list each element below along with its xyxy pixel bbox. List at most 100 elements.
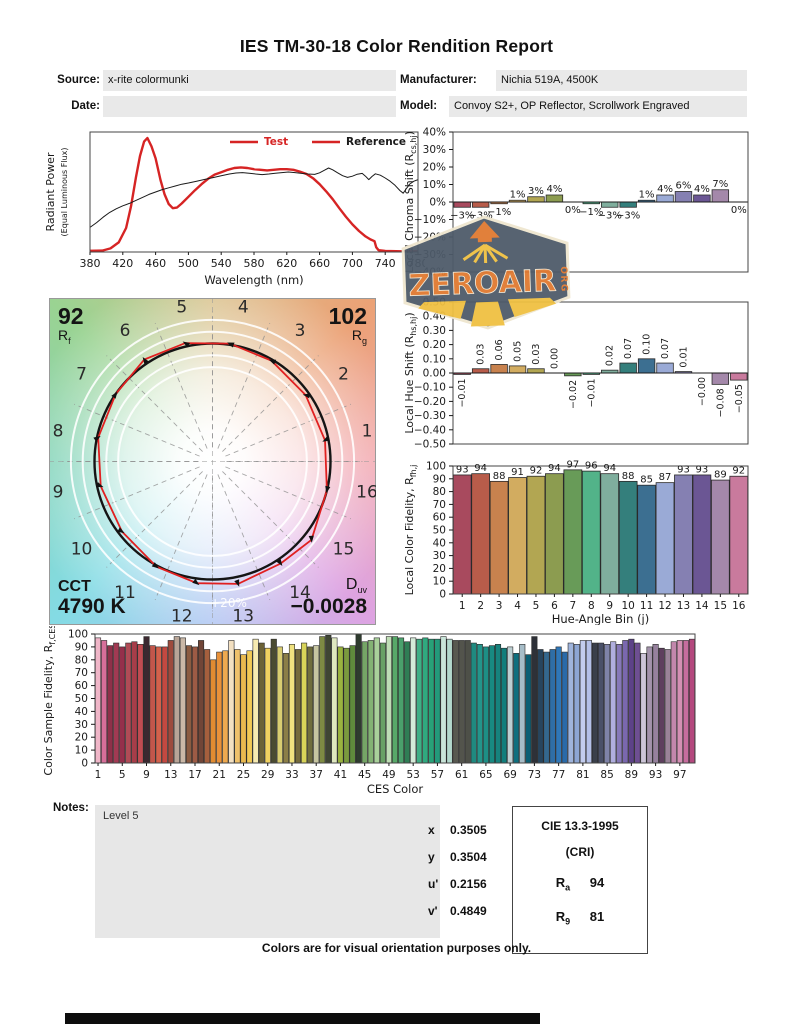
svg-text:0.20: 0.20 xyxy=(423,339,446,351)
svg-text:40: 40 xyxy=(433,537,446,549)
svg-text:40%: 40% xyxy=(423,127,446,139)
svg-text:50: 50 xyxy=(433,525,446,537)
chromaticity-row-u: u' 0.2156 xyxy=(428,877,487,891)
svg-text:60: 60 xyxy=(75,680,88,692)
svg-text:70: 70 xyxy=(75,667,88,679)
svg-text:−0.30: −0.30 xyxy=(414,410,446,422)
date-value xyxy=(103,96,396,117)
svg-text:0.03: 0.03 xyxy=(476,344,487,365)
svg-text:70: 70 xyxy=(433,499,446,511)
svg-text:0.07: 0.07 xyxy=(660,338,671,359)
svg-text:Hue-Angle Bin (j): Hue-Angle Bin (j) xyxy=(552,612,650,625)
svg-text:420: 420 xyxy=(112,257,133,270)
svg-text:69: 69 xyxy=(503,769,516,781)
svg-text:4%: 4% xyxy=(694,184,710,195)
page-title: IES TM-30-18 Color Rendition Report xyxy=(239,36,554,56)
cri-r9-row: R9 81 xyxy=(555,908,605,927)
chroma-shift-chart: 40% 30% 20% 10% 0% −10% −20% −30% −40% −3% −3% −1% 1… xyxy=(400,120,768,285)
chromaticity-table: x 0.3505 y 0.3504 u' 0.2156 v' 0.4849 xyxy=(428,823,487,918)
svg-text:88: 88 xyxy=(493,471,506,482)
svg-text:93: 93 xyxy=(456,464,469,475)
chromaticity-row-y: y 0.3504 xyxy=(428,850,487,864)
svg-text:0.07: 0.07 xyxy=(623,338,634,359)
svg-text:15: 15 xyxy=(714,600,727,612)
cct-readout: CCT 4790 K xyxy=(58,578,126,618)
svg-text:77: 77 xyxy=(552,769,565,781)
svg-text:−0.01: −0.01 xyxy=(457,378,468,407)
svg-text:Local Chroma Shift (Rcs,hj): Local Chroma Shift (Rcs,hj) xyxy=(403,131,418,273)
svg-text:94: 94 xyxy=(603,463,616,474)
svg-text:0.40: 0.40 xyxy=(423,311,446,323)
svg-text:9: 9 xyxy=(143,769,150,781)
svg-text:0: 0 xyxy=(81,758,88,770)
svg-text:17: 17 xyxy=(188,769,201,781)
svg-text:89: 89 xyxy=(625,769,638,781)
svg-text:0.10: 0.10 xyxy=(642,334,653,355)
svg-text:0.50: 0.50 xyxy=(423,297,446,309)
svg-text:90: 90 xyxy=(433,473,446,485)
svg-text:73: 73 xyxy=(528,769,541,781)
svg-text:2: 2 xyxy=(338,364,349,384)
svg-text:92: 92 xyxy=(530,466,543,477)
svg-text:61: 61 xyxy=(455,769,468,781)
svg-text:−0.40: −0.40 xyxy=(414,424,446,436)
svg-text:94: 94 xyxy=(548,463,561,474)
svg-text:0.00: 0.00 xyxy=(549,348,560,369)
svg-text:45: 45 xyxy=(358,769,371,781)
spectral-chart: 380420460500540580620660700740780Wavelen… xyxy=(40,124,429,301)
svg-text:460: 460 xyxy=(145,257,166,270)
svg-text:9: 9 xyxy=(606,600,613,612)
svg-text:93: 93 xyxy=(649,769,662,781)
svg-text:100: 100 xyxy=(68,629,88,641)
svg-text:660: 660 xyxy=(309,257,330,270)
svg-text:41: 41 xyxy=(334,769,347,781)
svg-text:Wavelength (nm): Wavelength (nm) xyxy=(204,273,303,287)
svg-text:7: 7 xyxy=(76,364,87,384)
svg-text:96: 96 xyxy=(585,461,598,472)
svg-text:0.02: 0.02 xyxy=(605,345,616,366)
svg-text:13: 13 xyxy=(164,769,177,781)
svg-text:16: 16 xyxy=(732,600,746,612)
model-label: Model: xyxy=(400,100,438,112)
svg-text:30: 30 xyxy=(75,719,88,731)
svg-text:93: 93 xyxy=(677,464,690,475)
svg-text:97: 97 xyxy=(566,459,579,470)
notes-text: Level 5 xyxy=(103,810,139,822)
svg-text:0%: 0% xyxy=(429,197,446,209)
svg-text:94: 94 xyxy=(474,463,487,474)
svg-text:20%: 20% xyxy=(423,162,446,174)
svg-text:60: 60 xyxy=(433,512,446,524)
svg-text:1: 1 xyxy=(362,421,373,441)
svg-text:6: 6 xyxy=(120,321,131,341)
svg-text:740: 740 xyxy=(375,257,396,270)
svg-text:11: 11 xyxy=(640,600,653,612)
svg-text:−3%: −3% xyxy=(616,210,640,221)
svg-text:30: 30 xyxy=(433,550,446,562)
notes-label: Notes: xyxy=(53,802,89,814)
svg-text:−0.10: −0.10 xyxy=(414,382,446,394)
svg-text:29: 29 xyxy=(261,769,274,781)
svg-text:(Equal Luminous Flux): (Equal Luminous Flux) xyxy=(60,148,69,237)
source-label: Source: xyxy=(57,74,100,86)
svg-text:0: 0 xyxy=(439,589,446,601)
svg-text:1%: 1% xyxy=(639,189,655,200)
svg-text:10: 10 xyxy=(75,745,88,757)
svg-text:7: 7 xyxy=(570,600,577,612)
svg-text:380: 380 xyxy=(80,257,101,270)
svg-text:10%: 10% xyxy=(423,179,446,191)
svg-text:CES Color: CES Color xyxy=(367,782,424,796)
svg-text:−0.05: −0.05 xyxy=(734,384,745,413)
footer-disclaimer: Colors are for visual orientation purpos… xyxy=(261,941,532,955)
svg-text:12: 12 xyxy=(171,607,193,625)
svg-text:−1%: −1% xyxy=(579,207,603,218)
svg-text:0.10: 0.10 xyxy=(423,353,446,365)
svg-text:10: 10 xyxy=(621,600,634,612)
manufacturer-label: Manufacturer: xyxy=(400,74,477,86)
svg-text:9: 9 xyxy=(53,483,64,503)
svg-text:−20%: −20% xyxy=(414,232,446,244)
svg-text:65: 65 xyxy=(479,769,492,781)
svg-text:500: 500 xyxy=(178,257,199,270)
rf-value: 92 xyxy=(58,303,84,329)
duv-readout: Duv −0.0028 xyxy=(290,576,368,618)
svg-text:Local Hue Shift (Rhs,hj): Local Hue Shift (Rhs,hj) xyxy=(403,312,418,433)
